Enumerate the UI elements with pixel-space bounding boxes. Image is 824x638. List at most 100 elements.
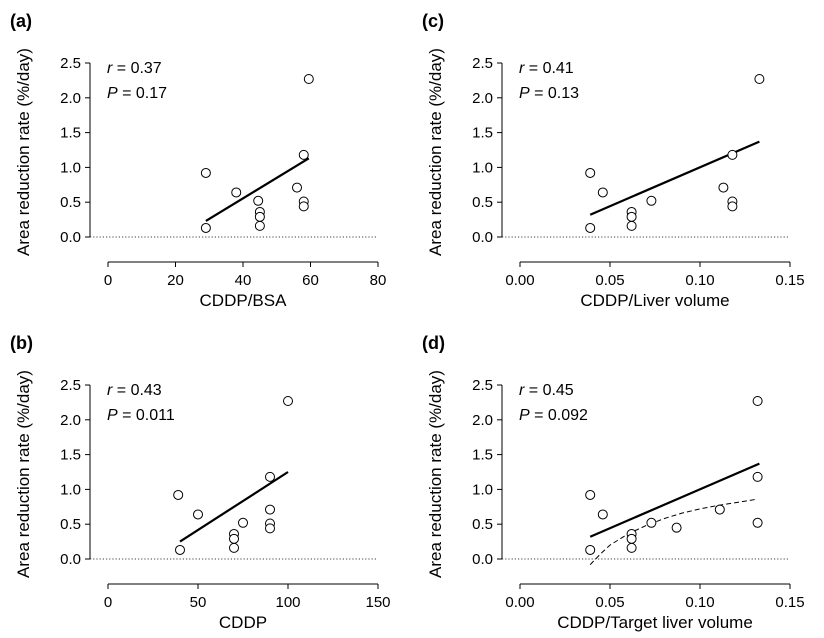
data-point bbox=[193, 509, 203, 520]
data-point bbox=[714, 504, 725, 515]
x-tick-label: 20 bbox=[167, 272, 184, 289]
data-point bbox=[303, 74, 314, 85]
x-tick-label: 0.10 bbox=[685, 272, 714, 289]
x-axis-title: CDDP bbox=[219, 613, 267, 632]
data-point bbox=[238, 517, 248, 528]
data-point bbox=[229, 542, 239, 553]
data-point bbox=[200, 222, 211, 233]
y-axis-title: Area reduction rate (%/day) bbox=[426, 370, 445, 578]
panel-d: (d) 0.0 0.5 1.0 1.5 2.0 2.5 0.00 0.05 0.10 0.15 CDD… bbox=[422, 333, 805, 632]
x-axis-title: CDDP/Target liver volume bbox=[557, 613, 753, 632]
data-point bbox=[254, 211, 265, 222]
data-point bbox=[597, 187, 608, 198]
x-tick-label: 100 bbox=[275, 594, 300, 611]
data-point bbox=[626, 211, 637, 222]
y-tick-label: 1.5 bbox=[60, 447, 81, 464]
dashed-curve bbox=[589, 498, 758, 565]
data-point bbox=[626, 533, 637, 544]
data-point bbox=[754, 74, 765, 85]
x-axis-title: CDDP/Liver volume bbox=[580, 291, 729, 310]
x-tick-label: 0.15 bbox=[775, 594, 804, 611]
y-tick-label: 1.5 bbox=[472, 125, 493, 142]
y-tick-label: 0.0 bbox=[472, 229, 493, 246]
data-point bbox=[200, 167, 211, 178]
y-tick-label: 0.0 bbox=[472, 551, 493, 568]
panel-label: (c) bbox=[422, 11, 444, 31]
data-point bbox=[298, 149, 309, 160]
data-point bbox=[254, 220, 265, 231]
x-tick-label: 0 bbox=[104, 594, 112, 611]
panel-label: (d) bbox=[422, 333, 445, 353]
data-point bbox=[585, 222, 596, 233]
y-tick-label: 2.5 bbox=[472, 55, 493, 72]
y-tick-label: 2.0 bbox=[60, 90, 81, 107]
data-point bbox=[265, 471, 275, 482]
stat-p: P = 0.13 bbox=[519, 85, 579, 102]
panel-b: (b) 0.0 0.5 1.0 1.5 2.0 2.5 0 50 100 150 CDDP Area r… bbox=[10, 333, 391, 632]
y-tick-label: 2.0 bbox=[472, 90, 493, 107]
data-point bbox=[175, 544, 185, 555]
x-tick-label: 0.00 bbox=[505, 594, 534, 611]
y-tick-label: 0.5 bbox=[60, 194, 81, 211]
data-point bbox=[265, 504, 275, 515]
x-tick-label: 40 bbox=[235, 272, 252, 289]
y-tick-label: 2.0 bbox=[472, 412, 493, 429]
y-axis-title: Area reduction rate (%/day) bbox=[14, 370, 33, 578]
stat-r: r = 0.43 bbox=[107, 382, 162, 399]
x-tick-label: 0.15 bbox=[775, 272, 804, 289]
x-tick-label: 0.00 bbox=[505, 272, 534, 289]
data-point bbox=[253, 195, 264, 206]
data-point bbox=[585, 544, 596, 555]
regression-line bbox=[179, 471, 289, 543]
stat-r: r = 0.45 bbox=[519, 382, 574, 399]
data-point bbox=[597, 509, 608, 520]
stat-r: r = 0.37 bbox=[107, 60, 162, 77]
y-tick-label: 0.5 bbox=[60, 516, 81, 533]
regression-line bbox=[589, 462, 760, 538]
data-point bbox=[752, 517, 763, 528]
regression-line bbox=[205, 157, 310, 222]
panel-c: (c) 0.0 0.5 1.0 1.5 2.0 2.5 0.00 0.05 0.10 0.15 CDD… bbox=[422, 11, 805, 310]
x-tick-label: 80 bbox=[370, 272, 387, 289]
panel-label: (a) bbox=[10, 11, 32, 31]
data-point bbox=[298, 201, 309, 212]
stat-p: P = 0.092 bbox=[519, 407, 588, 424]
data-point bbox=[231, 187, 242, 198]
data-point bbox=[646, 517, 657, 528]
y-tick-label: 0.0 bbox=[60, 229, 81, 246]
data-point bbox=[727, 201, 738, 212]
y-tick-label: 1.0 bbox=[472, 481, 493, 498]
data-point bbox=[671, 522, 682, 533]
data-point bbox=[646, 195, 657, 206]
data-point bbox=[626, 220, 637, 231]
y-tick-label: 2.5 bbox=[472, 377, 493, 394]
x-tick-label: 0 bbox=[104, 272, 112, 289]
stat-r: r = 0.41 bbox=[519, 60, 574, 77]
x-tick-label: 150 bbox=[365, 594, 390, 611]
y-axis-title: Area reduction rate (%/day) bbox=[14, 48, 33, 256]
x-tick-label: 0.10 bbox=[685, 594, 714, 611]
y-tick-label: 2.5 bbox=[60, 377, 81, 394]
y-axis-title: Area reduction rate (%/day) bbox=[426, 48, 445, 256]
data-point bbox=[265, 523, 275, 534]
y-tick-label: 1.5 bbox=[472, 447, 493, 464]
y-tick-label: 1.0 bbox=[60, 159, 81, 176]
stat-p: P = 0.011 bbox=[107, 407, 175, 424]
x-tick-label: 60 bbox=[302, 272, 319, 289]
data-point bbox=[752, 471, 763, 482]
y-tick-label: 1.0 bbox=[60, 481, 81, 498]
y-tick-label: 2.5 bbox=[60, 55, 81, 72]
y-tick-label: 2.0 bbox=[60, 412, 81, 429]
data-point bbox=[626, 542, 637, 553]
data-point bbox=[173, 489, 184, 500]
data-point bbox=[585, 167, 596, 178]
x-tick-label: 50 bbox=[190, 594, 207, 611]
panel-label: (b) bbox=[10, 333, 33, 353]
data-point bbox=[752, 396, 763, 407]
data-point bbox=[718, 182, 729, 193]
data-point bbox=[292, 182, 302, 193]
y-tick-label: 1.0 bbox=[472, 159, 493, 176]
data-point bbox=[585, 489, 596, 500]
